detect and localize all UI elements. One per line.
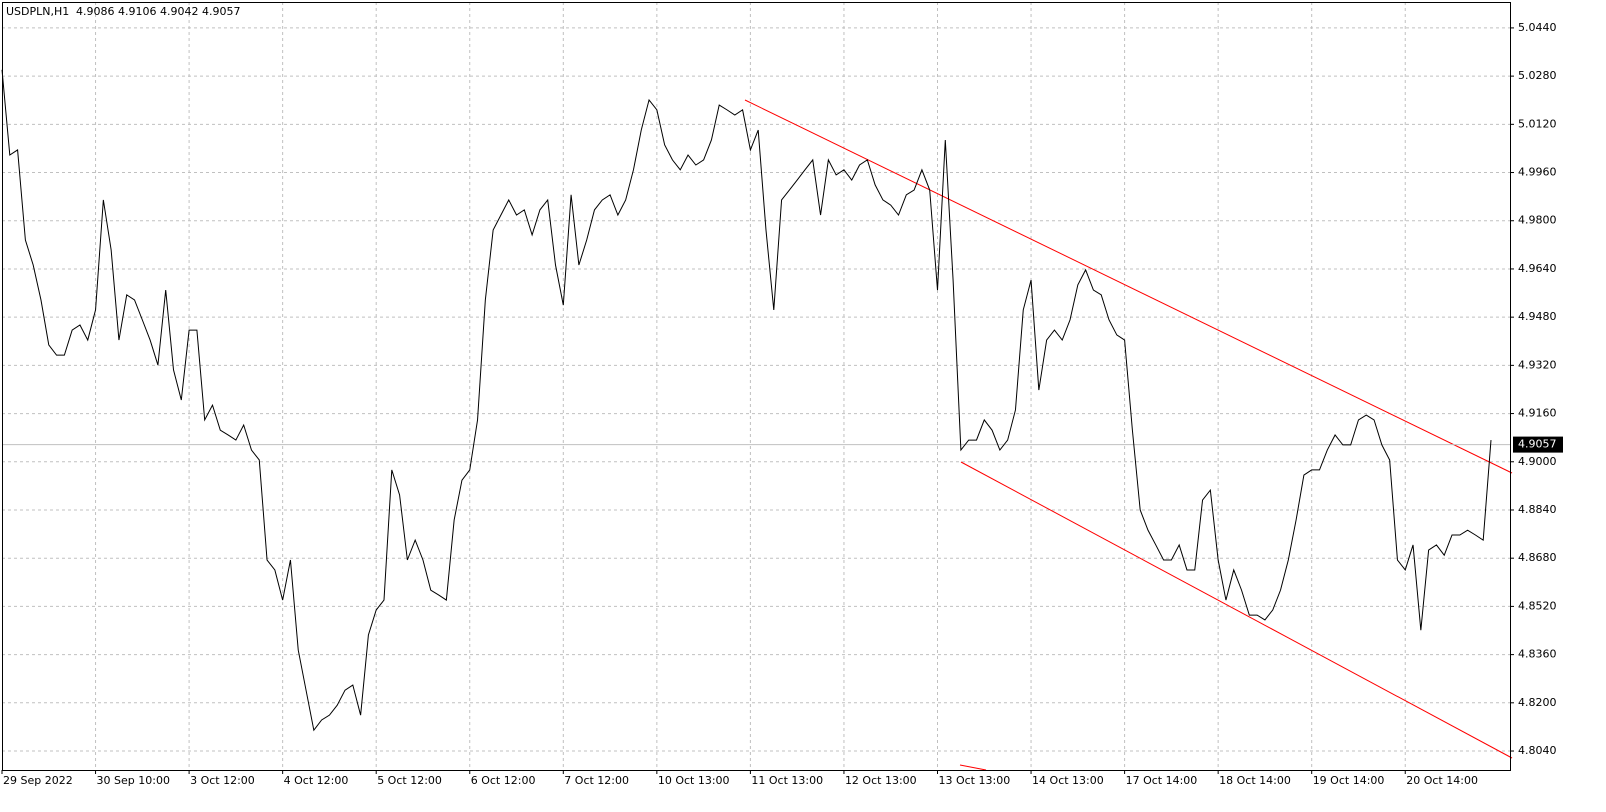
x-tick-label: 18 Oct 14:00 xyxy=(1219,774,1291,787)
grid xyxy=(2,2,1510,770)
y-tick-label: 4.8040 xyxy=(1518,744,1557,757)
ohlc-value: 4.9057 xyxy=(202,5,241,18)
y-tick-label: 4.9640 xyxy=(1518,262,1557,275)
y-tick-label: 4.9160 xyxy=(1518,407,1557,420)
x-tick-label: 29 Sep 2022 xyxy=(3,774,73,787)
x-tick-label: 4 Oct 12:00 xyxy=(284,774,349,787)
x-tick-label: 12 Oct 13:00 xyxy=(845,774,917,787)
channel-lower xyxy=(960,461,1513,759)
y-tick-label: 4.9000 xyxy=(1518,455,1557,468)
chart-title: USDPLN,H1 xyxy=(6,5,69,18)
y-tick-label: 4.9800 xyxy=(1518,214,1557,227)
x-tick-label: 7 Oct 12:00 xyxy=(564,774,629,787)
x-tick-label: 11 Oct 13:00 xyxy=(751,774,823,787)
channel-stub xyxy=(959,764,987,771)
price-label-box xyxy=(1513,436,1563,453)
price-line-series xyxy=(1,69,1492,732)
plot-frame xyxy=(2,2,1511,771)
y-tick-label: 4.9320 xyxy=(1518,358,1557,371)
x-tick-label: 10 Oct 13:00 xyxy=(658,774,730,787)
x-tick-label: 3 Oct 12:00 xyxy=(190,774,255,787)
price-label: 4.9057 xyxy=(1518,438,1557,451)
y-tick-label: 4.9480 xyxy=(1518,310,1557,323)
plot xyxy=(1,69,1510,732)
x-tick-label: 20 Oct 14:00 xyxy=(1406,774,1478,787)
y-tick-label: 5.0280 xyxy=(1518,69,1557,82)
ohlc: 4.9086 4.9106 4.9042 4.9057 xyxy=(76,5,241,18)
y-tick-label: 4.8520 xyxy=(1518,599,1557,612)
ohlc-value: 4.9106 xyxy=(118,5,157,18)
x-tick-label: 17 Oct 14:00 xyxy=(1126,774,1198,787)
x-tick-label: 13 Oct 13:00 xyxy=(938,774,1010,787)
x-tick-label: 6 Oct 12:00 xyxy=(471,774,536,787)
y-tick-label: 4.8360 xyxy=(1518,648,1557,661)
y-tick-label: 4.8680 xyxy=(1518,551,1557,564)
y-tick-label: 4.9960 xyxy=(1518,166,1557,179)
x-tick-label: 19 Oct 14:00 xyxy=(1313,774,1385,787)
x-tick-label: 5 Oct 12:00 xyxy=(377,774,442,787)
y-tick-label: 4.8200 xyxy=(1518,696,1557,709)
ohlc-value: 4.9086 xyxy=(76,5,115,18)
y-tick-label: 4.8840 xyxy=(1518,503,1557,516)
x-tick-label: 30 Sep 10:00 xyxy=(97,774,170,787)
channel-upper xyxy=(744,99,1513,474)
x-tick-label: 14 Oct 13:00 xyxy=(1032,774,1104,787)
y-tick-label: 5.0440 xyxy=(1518,21,1557,34)
y-tick-label: 5.0120 xyxy=(1518,117,1557,130)
ohlc-value: 4.9042 xyxy=(160,5,199,18)
